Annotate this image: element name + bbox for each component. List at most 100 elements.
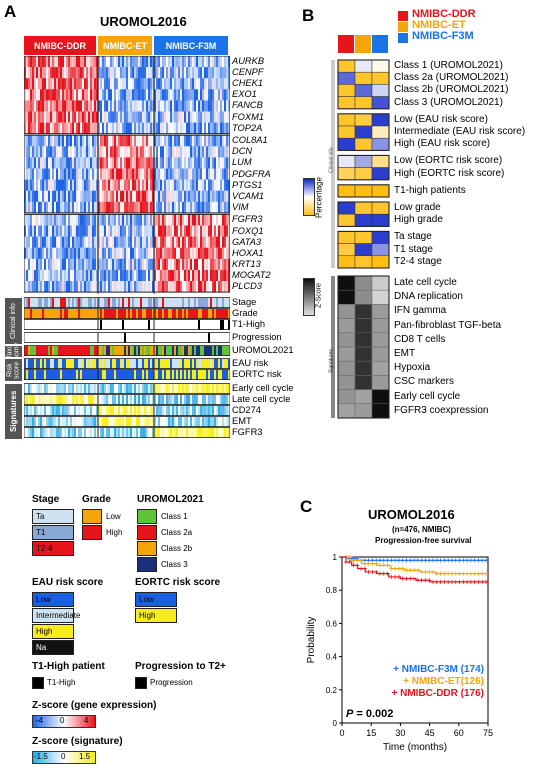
gene-label-gata3: GATA3 <box>232 236 262 247</box>
gene-label-foxm1: FOXM1 <box>232 111 265 122</box>
panel-b-cell <box>354 96 373 110</box>
signature-row-3 <box>24 416 230 428</box>
panel-b-cell <box>337 59 356 73</box>
panel-b-signature-row-0 <box>337 275 390 291</box>
signature-label-2: CD274 <box>232 404 261 415</box>
signature-label-0: Early cell cycle <box>232 382 294 393</box>
panel-b-cell <box>371 375 390 390</box>
panel-b-cell <box>354 84 373 97</box>
gene-label-vim: VIM <box>232 201 249 212</box>
panel-b-cell <box>354 201 373 215</box>
panel-b-clinical-side-label: Clinical info <box>328 147 335 173</box>
gene-label-krt13: KRT13 <box>232 258 261 269</box>
panel-b-signature-label: DNA replication <box>394 291 463 303</box>
gene-label-ptgs1: PTGS1 <box>232 179 263 190</box>
gene-label-col8a1: COL8A1 <box>232 135 268 146</box>
panel-b-cell <box>371 289 390 305</box>
panel-b-cell <box>337 389 356 405</box>
panel-b-clinical-block-5 <box>337 230 390 269</box>
panel-b-cell <box>371 231 390 244</box>
legend-swatch-stage-0 <box>32 509 74 524</box>
gene-label-aurkb: AURKB <box>232 56 265 66</box>
panel-b-row-label: T2-4 stage <box>394 255 442 267</box>
legend-series-0: + NMIBC-F3M (174) <box>393 664 484 675</box>
panel-b-clinical-side-bar <box>331 60 335 268</box>
panel-b-cell <box>371 59 390 73</box>
legend-swatch-eau-0 <box>32 592 74 607</box>
signature-label-1: Late cell cycle <box>232 393 291 404</box>
gene-label-vcam1: VCAM1 <box>232 190 265 201</box>
legend-swatch-eau-1 <box>32 608 74 623</box>
signature-label-4: FGFR3 <box>232 426 263 437</box>
x-tick-label-1: 15 <box>366 728 376 738</box>
legend-swatch-uromol-1 <box>137 525 157 540</box>
panel-b-cell <box>354 59 373 73</box>
panel-b-cell <box>337 84 356 97</box>
clinical-label-1: Grade <box>232 307 258 318</box>
legend-tick-zsig-2: 1.5 <box>79 752 91 761</box>
legend-label-stage-1: T1 <box>36 528 46 537</box>
legend-swatch-eau-3 <box>32 640 74 655</box>
signature-row-2 <box>24 405 230 417</box>
panel-b-cell <box>354 389 373 405</box>
panel-b-cell <box>354 403 373 419</box>
panel-b-signature-row-4 <box>337 332 390 348</box>
panel-b-cell <box>354 155 373 168</box>
panel-c-subtitle-1: (n=476, NMIBC) <box>392 525 451 534</box>
panel-b-cell <box>354 346 373 362</box>
panel-b-legend-label-1: NMIBC-ET <box>412 19 466 31</box>
panel-b-cell <box>337 184 356 198</box>
legend-label-progression: Progression <box>150 678 193 687</box>
x-tick-label-5: 75 <box>483 728 493 738</box>
risk-row-1 <box>24 369 230 381</box>
signature-row-4 <box>24 427 230 439</box>
legend-tick-zgene-1: 0 <box>60 716 65 725</box>
panel-b-cell <box>371 167 390 181</box>
panel-b-cell <box>337 255 356 269</box>
y-tick-label-1: 0.2 <box>326 686 338 695</box>
panel-b-cell <box>337 275 356 291</box>
panel-b-row-label: T1 stage <box>394 243 433 255</box>
legend-title-zsig: Z-score (signature) <box>32 736 123 747</box>
signature-row-0 <box>24 383 230 395</box>
legend-swatch-t1high <box>32 677 44 689</box>
panel-b-signature-label: Hypoxia <box>394 362 431 374</box>
legend-label-stage-0: Ta <box>36 512 45 521</box>
clinical-row-0 <box>24 297 230 309</box>
panel-b-cell <box>354 332 373 348</box>
gene-label-cenpf: CENPF <box>232 67 264 78</box>
legend-gradient-zsig <box>32 751 96 764</box>
legend-label-grade-1: High <box>106 528 123 537</box>
panel-b-cell <box>354 231 373 244</box>
censor-marks-2 <box>343 559 489 584</box>
panel-b-signature-row-7 <box>337 375 390 390</box>
panel-b-signature-label: Early cell cycle <box>394 390 461 402</box>
legend-tick-zgene-0: -4 <box>36 716 44 725</box>
panel-b-cell <box>337 360 356 376</box>
panel-b-cell <box>337 167 356 181</box>
panel-b-clinical-block-1 <box>337 113 390 151</box>
group-header-0: NMIBC-DDR <box>24 36 96 55</box>
panel-b-signature-label: IFN gamma <box>394 305 447 317</box>
legend-gradient-zgene <box>32 715 96 728</box>
panel-b-cell <box>354 71 373 85</box>
panel-b-cell <box>337 243 356 257</box>
panel-c-title: UROMOL2016 <box>368 507 455 522</box>
panel-b-row-label: Class 2b (UROMOL2021) <box>394 84 509 96</box>
panel-b-signature-row-8 <box>337 389 390 405</box>
panel-b-signature-row-9 <box>337 403 390 419</box>
panel-b-group-strip-0 <box>338 35 354 53</box>
panel-b-percentage-label: Percentage <box>314 177 324 219</box>
y-axis-label: Probability <box>306 617 317 664</box>
panel-b-legend-swatch-2 <box>398 33 408 43</box>
panel-b-cell <box>354 137 373 151</box>
legend-label-t1high: T1-High <box>47 678 76 687</box>
panel-b-signature-label: CSC markers <box>394 376 455 388</box>
panel-c-letter: C <box>300 497 313 516</box>
legend-title-stage: Stage <box>32 494 60 505</box>
clinical-label-0: Stage <box>232 296 257 307</box>
taxonomy-label-0: UROMOL2021 <box>232 344 294 355</box>
y-tick-label-0: 0 <box>333 719 338 728</box>
legend-label-eau-3: Na <box>36 643 47 652</box>
panel-b-signature-label: FGFR3 coexpression <box>394 404 489 416</box>
